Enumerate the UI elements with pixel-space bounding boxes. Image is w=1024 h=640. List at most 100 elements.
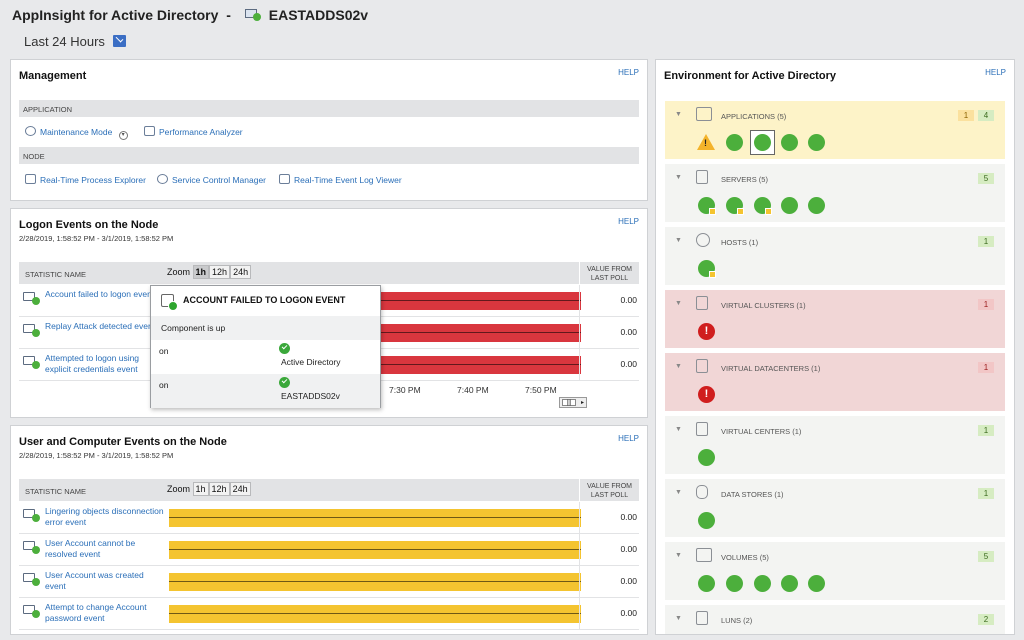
status-up-icon[interactable]: [726, 575, 743, 592]
status-up-icon[interactable]: [698, 449, 715, 466]
last-poll-value: 0.00: [620, 576, 637, 586]
status-up-warning-icon[interactable]: [726, 197, 744, 215]
scroll-right-arrow-icon[interactable]: ▸: [580, 400, 584, 406]
chevron-down-icon[interactable]: ▾: [118, 131, 128, 140]
status-up-warning-icon[interactable]: [698, 197, 716, 215]
chevron-down-icon[interactable]: ▼: [675, 174, 682, 181]
link-label: Performance Analyzer: [159, 127, 243, 137]
calendar-icon[interactable]: [113, 35, 126, 47]
threshold-bar-warning: [169, 605, 581, 623]
status-up-icon[interactable]: [754, 575, 771, 592]
chevron-down-icon[interactable]: ▼: [675, 426, 682, 433]
env-section-data-stores[interactable]: ▼ DATA STORES (1) 1: [665, 479, 1005, 537]
warning-icon[interactable]: !: [697, 134, 715, 150]
status-up-icon[interactable]: [808, 575, 825, 592]
env-section-virtual-centers[interactable]: ▼ VIRTUAL CENTERS (1) 1: [665, 416, 1005, 474]
node-name[interactable]: EASTADDS02v: [268, 7, 369, 23]
panel-title: Logon Events on the Node: [19, 219, 159, 231]
status-up-icon[interactable]: [781, 197, 798, 214]
section-label: VIRTUAL CENTERS (1): [721, 427, 802, 436]
env-section-virtual-datacenters[interactable]: ▼ VIRTUAL DATACENTERS (1) 1 !: [665, 353, 1005, 411]
zoom-12h-button[interactable]: 12h: [208, 482, 230, 496]
service-control-manager-link[interactable]: Service Control Manager: [157, 174, 266, 185]
status-up-icon: [32, 610, 40, 618]
zoom-12h-button[interactable]: 12h: [209, 265, 231, 279]
event-log-viewer-link[interactable]: Real-Time Event Log Viewer: [279, 174, 402, 185]
tooltip-row-label: on: [159, 380, 169, 390]
section-label: DATA STORES (1): [721, 490, 784, 499]
chart-scrollbar[interactable]: ||| ▸: [559, 397, 587, 408]
check-icon: [279, 377, 290, 388]
count-badge-critical[interactable]: 1: [978, 299, 994, 310]
env-section-hosts[interactable]: ▼ HOSTS (1) 1: [665, 227, 1005, 285]
count-badge-up[interactable]: 4: [978, 110, 994, 121]
statistic-link[interactable]: User Account was created event: [45, 570, 144, 591]
count-badge-up[interactable]: 5: [978, 551, 994, 562]
count-badge-critical[interactable]: 1: [978, 362, 994, 373]
threshold-bar-warning: [169, 573, 581, 591]
help-link[interactable]: HELP: [618, 68, 639, 77]
statistic-link[interactable]: Lingering objects disconnection error ev…: [45, 506, 164, 527]
status-up-icon[interactable]: [781, 575, 798, 592]
help-link[interactable]: HELP: [985, 68, 1006, 77]
statistic-link[interactable]: Attempt to change Account password event: [45, 602, 147, 623]
process-explorer-link[interactable]: Real-Time Process Explorer: [25, 174, 146, 185]
count-badge-up[interactable]: 1: [978, 488, 994, 499]
count-badge-up[interactable]: 1: [978, 236, 994, 247]
tooltip-row: on Active Directory: [151, 340, 380, 373]
env-section-servers[interactable]: ▼ SERVERS (5) 5: [665, 164, 1005, 222]
critical-icon[interactable]: !: [698, 386, 715, 403]
chevron-down-icon[interactable]: ▼: [675, 111, 682, 118]
scrollbar-thumb[interactable]: |||: [562, 399, 576, 406]
count-badge-warning[interactable]: 1: [958, 110, 974, 121]
chevron-down-icon[interactable]: ▼: [675, 237, 682, 244]
chevron-down-icon[interactable]: ▼: [675, 615, 682, 622]
chevron-down-icon[interactable]: ▼: [675, 363, 682, 370]
applications-icon: [696, 107, 712, 121]
chevron-down-icon[interactable]: ▼: [675, 489, 682, 496]
page-title: AppInsight for Active Directory - EASTAD…: [12, 7, 368, 23]
status-up-warning-icon[interactable]: [754, 197, 772, 215]
divider: [579, 534, 580, 566]
env-section-volumes[interactable]: ▼ VOLUMES (5) 5: [665, 542, 1005, 600]
status-up-icon[interactable]: [808, 197, 825, 214]
performance-analyzer-link[interactable]: Performance Analyzer: [144, 126, 243, 137]
status-up-icon[interactable]: [808, 134, 825, 151]
monitor-icon: [23, 509, 35, 518]
monitor-icon: [23, 573, 35, 582]
col-value-line1: VALUE FROM: [587, 483, 632, 490]
table-header: STATISTIC NAME Zoom 1h 12h 24h VALUE FROM …: [19, 479, 639, 501]
maintenance-mode-link[interactable]: Maintenance Mode ▾: [25, 126, 128, 140]
monitor-icon: [23, 292, 35, 301]
status-up-icon[interactable]: [781, 134, 798, 151]
chevron-down-icon[interactable]: ▼: [675, 300, 682, 307]
status-up-icon[interactable]: [754, 134, 771, 151]
statistic-link[interactable]: User Account cannot be resolved event: [45, 538, 136, 559]
zoom-24h-button[interactable]: 24h: [230, 265, 252, 279]
link-label: Maintenance Mode: [40, 127, 113, 137]
help-link[interactable]: HELP: [618, 217, 639, 226]
status-up-icon[interactable]: [698, 512, 715, 529]
statistic-link[interactable]: Replay Attack detected event: [45, 321, 156, 331]
env-section-virtual-clusters[interactable]: ▼ VIRTUAL CLUSTERS (1) 1 !: [665, 290, 1005, 348]
zoom-24h-button[interactable]: 24h: [229, 482, 251, 496]
status-up-icon[interactable]: [698, 575, 715, 592]
status-up-icon: [32, 361, 40, 369]
count-badge-up[interactable]: 2: [978, 614, 994, 625]
status-up-warning-icon[interactable]: [698, 260, 716, 278]
status-up-icon[interactable]: [726, 134, 743, 151]
zoom-1h-button[interactable]: 1h: [192, 482, 209, 496]
zoom-controls: Zoom 1h 12h 24h: [167, 482, 251, 496]
count-badge-up[interactable]: 5: [978, 173, 994, 184]
col-value-line2: LAST POLL: [590, 275, 629, 282]
statistic-link[interactable]: Attempted to logon using explicit creden…: [45, 353, 140, 374]
chevron-down-icon[interactable]: ▼: [675, 552, 682, 559]
help-link[interactable]: HELP: [618, 434, 639, 443]
critical-icon[interactable]: !: [698, 323, 715, 340]
count-badge-up[interactable]: 1: [978, 425, 994, 436]
zoom-1h-button[interactable]: 1h: [192, 265, 210, 279]
management-panel: Management HELP APPLICATION Maintenance …: [10, 59, 648, 201]
statistic-link[interactable]: Account failed to logon event: [45, 289, 155, 299]
env-section-luns[interactable]: ▼ LUNS (2) 2: [665, 605, 1005, 634]
env-section-applications[interactable]: ▼ APPLICATIONS (5) 1 4 !: [665, 101, 1005, 159]
